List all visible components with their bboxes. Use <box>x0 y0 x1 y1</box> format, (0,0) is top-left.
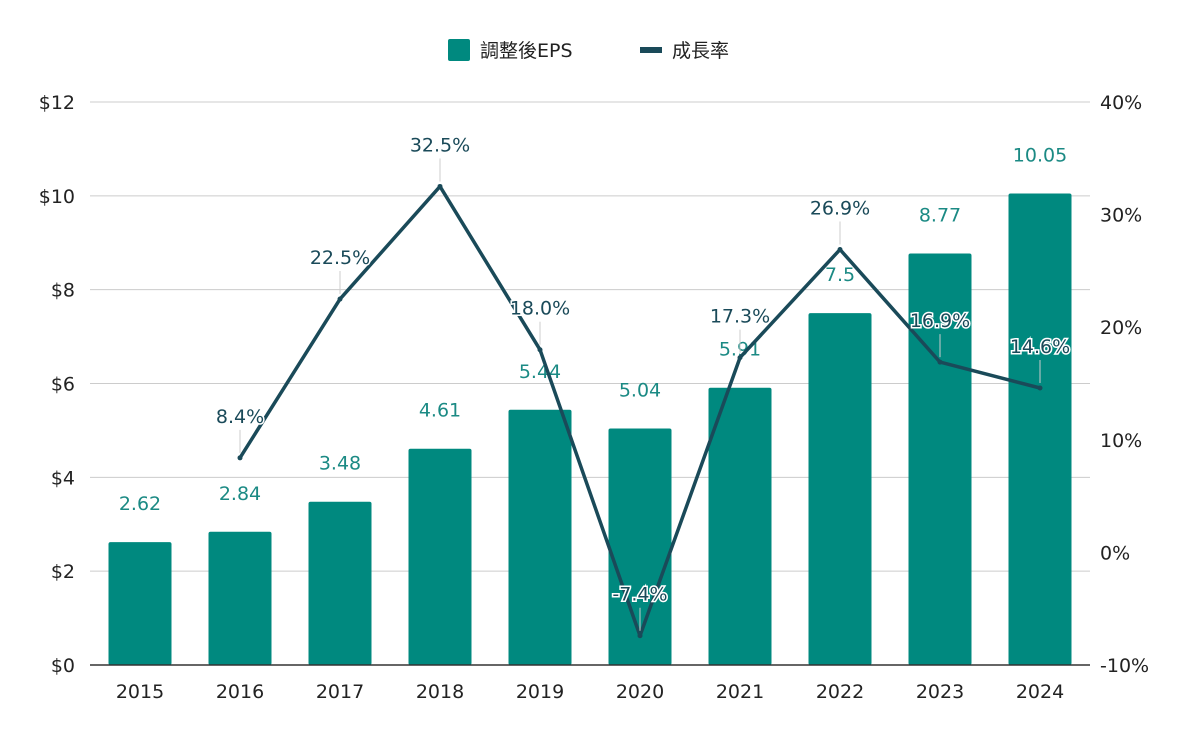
growth-point <box>837 247 843 253</box>
eps-bar <box>108 542 172 665</box>
x-tick-label: 2024 <box>1016 681 1064 703</box>
eps-data-label: 10.05 <box>1013 144 1067 166</box>
y-right-tick-label: 40% <box>1100 92 1142 114</box>
x-tick-label: 2019 <box>516 681 564 703</box>
x-tick-label: 2018 <box>416 681 464 703</box>
growth-point <box>437 183 443 189</box>
eps-data-label: 5.44 <box>519 361 561 383</box>
growth-data-label: 8.4% <box>216 406 264 428</box>
x-tick-label: 2016 <box>216 681 264 703</box>
growth-point <box>937 359 943 365</box>
growth-data-label: 32.5% <box>410 134 470 156</box>
x-tick-label: 2021 <box>716 681 764 703</box>
y-left-tick-label: $0 <box>51 655 75 677</box>
growth-point <box>637 633 643 639</box>
eps-data-label: 4.61 <box>419 400 461 422</box>
growth-data-label: 22.5% <box>310 247 370 269</box>
eps-bar <box>508 409 572 665</box>
y-left-tick-label: $12 <box>39 92 75 114</box>
x-tick-label: 2020 <box>616 681 664 703</box>
eps-data-label: 7.5 <box>825 264 855 286</box>
legend-line-swatch <box>640 47 662 53</box>
growth-data-label: 26.9% <box>810 198 870 220</box>
growth-data-label: -7.4% <box>612 584 667 606</box>
x-tick-label: 2017 <box>316 681 364 703</box>
growth-data-label: 14.6% <box>1010 336 1070 358</box>
x-tick-label: 2015 <box>116 681 164 703</box>
growth-data-label: 17.3% <box>710 306 770 328</box>
growth-point <box>737 355 743 361</box>
growth-point <box>1037 385 1043 391</box>
y-left-tick-label: $8 <box>51 280 75 302</box>
x-tick-label: 2022 <box>816 681 864 703</box>
eps-bar <box>908 253 972 665</box>
legend-line-label: 成長率 <box>672 40 729 62</box>
eps-bar <box>708 387 772 665</box>
y-right-tick-label: 10% <box>1100 430 1142 452</box>
growth-point <box>337 296 343 302</box>
eps-bar <box>608 428 672 665</box>
growth-point <box>537 347 543 353</box>
eps-data-label: 2.84 <box>219 483 261 505</box>
y-left-tick-label: $4 <box>51 467 75 489</box>
eps-bar <box>208 531 272 665</box>
y-right-tick-label: -10% <box>1100 655 1149 677</box>
legend-bar-label: 調整後EPS <box>480 40 573 62</box>
y-left-tick-label: $2 <box>51 561 75 583</box>
eps-bar <box>408 448 472 665</box>
y-right-tick-label: 30% <box>1100 205 1142 227</box>
growth-data-label: 16.9% <box>910 310 970 332</box>
eps-data-label: 5.04 <box>619 380 661 402</box>
eps-bar <box>308 501 372 665</box>
eps-data-label: 2.62 <box>119 493 161 515</box>
eps-data-label: 3.48 <box>319 453 361 475</box>
growth-data-label: 18.0% <box>510 298 570 320</box>
x-tick-label: 2023 <box>916 681 964 703</box>
legend-bar-swatch <box>448 39 470 61</box>
y-right-tick-label: 20% <box>1100 317 1142 339</box>
growth-point <box>237 455 243 461</box>
y-right-tick-label: 0% <box>1100 542 1130 564</box>
eps-bar <box>1008 193 1072 666</box>
y-left-tick-label: $6 <box>51 374 75 396</box>
y-left-tick-label: $10 <box>39 186 75 208</box>
eps-data-label: 8.77 <box>919 205 961 227</box>
eps-bar <box>808 313 872 665</box>
